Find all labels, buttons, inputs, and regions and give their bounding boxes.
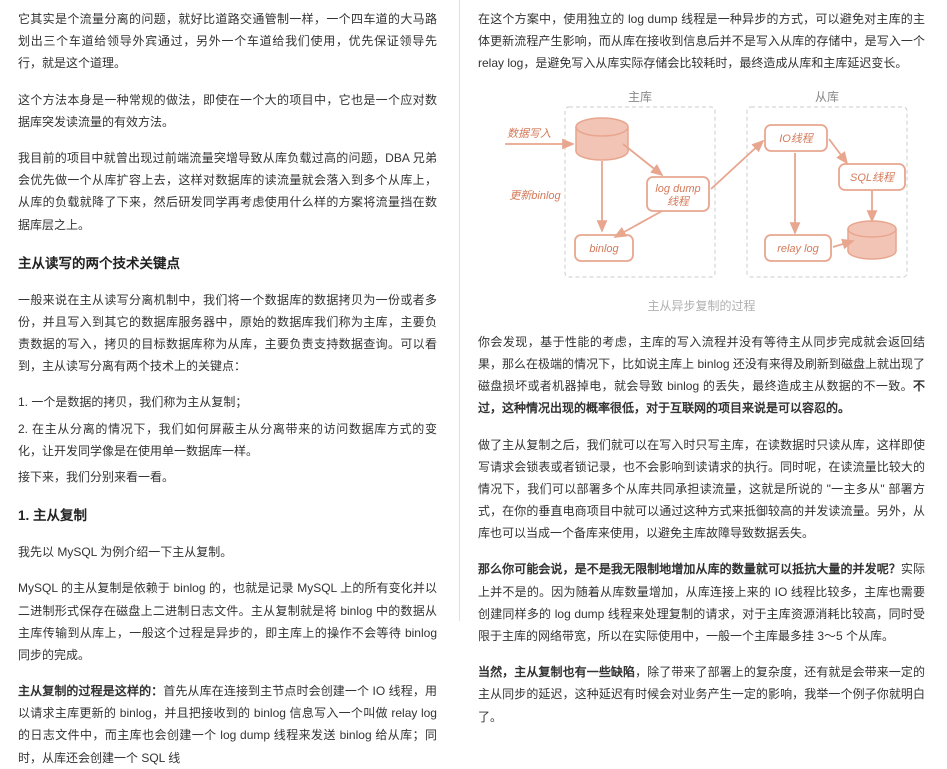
svg-text:从库: 从库 (814, 89, 838, 104)
paragraph: 这个方法本身是一种常规的做法，即使在一个大的项目中，它也是一个应对数据库突发读流… (18, 89, 437, 133)
svg-text:数据写入: 数据写入 (507, 127, 551, 140)
svg-text:relay log: relay log (777, 243, 819, 255)
paragraph: 做了主从复制之后，我们就可以在写入时只写主库，在读数据时只读从库，这样即使写请求… (478, 434, 925, 545)
paragraph: 那么你可能会说，是不是我无限制地增加从库的数量就可以抵抗大量的并发呢？实际上并不… (478, 558, 925, 647)
svg-text:SQL线程: SQL线程 (849, 171, 895, 184)
svg-text:线程: 线程 (667, 195, 691, 208)
list-item: 1. 一个是数据的拷贝，我们称为主从复制； (18, 391, 437, 413)
heading-replication: 1. 主从复制 (18, 504, 437, 529)
left-column: 它其实是个流量分离的问题，就好比道路交通管制一样，一个四车道的大马路划出三个车道… (0, 0, 460, 621)
svg-text:更新binlog: 更新binlog (509, 189, 561, 202)
svg-text:IO线程: IO线程 (779, 132, 815, 145)
bold-lead: 当然，主从复制也有一些缺陷 (478, 665, 635, 679)
text: 你会发现，基于性能的考虑，主库的写入流程并没有等待主从同步完成就会返回结果，那么… (478, 335, 925, 393)
paragraph: 它其实是个流量分离的问题，就好比道路交通管制一样，一个四车道的大马路划出三个车道… (18, 8, 437, 75)
paragraph: 接下来，我们分别来看一看。 (18, 466, 437, 488)
svg-text:binlog: binlog (589, 243, 619, 255)
paragraph: 主从复制的过程是这样的：首先从库在连接到主节点时会创建一个 IO 线程，用以请求… (18, 680, 437, 769)
bold-lead: 那么你可能会说，是不是我无限制地增加从库的数量就可以抵抗大量的并发呢？ (478, 562, 901, 576)
right-column: 在这个方案中，使用独立的 log dump 线程是一种异步的方式，可以避免对主库… (460, 0, 947, 621)
diagram-caption: 主从异步复制的过程 (478, 295, 925, 317)
svg-text:log dump: log dump (655, 183, 700, 195)
paragraph: 我目前的项目中就曾出现过前端流量突增导致从库负载过高的问题，DBA 兄弟会优先做… (18, 147, 437, 236)
paragraph: 你会发现，基于性能的考虑，主库的写入流程并没有等待主从同步完成就会返回结果，那么… (478, 331, 925, 420)
paragraph: 当然，主从复制也有一些缺陷，除了带来了部署上的复杂度，还有就是会带来一定的主从同… (478, 661, 925, 728)
replication-diagram: 主库 从库数据写入更新binlog binlog log dump线程 IO线程 rela… (478, 89, 925, 289)
paragraph: MySQL 的主从复制是依赖于 binlog 的，也就是记录 MySQL 上的所… (18, 577, 437, 666)
paragraph: 我先以 MySQL 为例介绍一下主从复制。 (18, 541, 437, 563)
paragraph: 在这个方案中，使用独立的 log dump 线程是一种异步的方式，可以避免对主库… (478, 8, 925, 75)
list-item: 2. 在主从分离的情况下，我们如何屏蔽主从分离带来的访问数据库方式的变化，让开发… (18, 418, 437, 462)
bold-lead: 主从复制的过程是这样的： (18, 684, 163, 698)
svg-text:主库: 主库 (627, 89, 651, 104)
heading-keypoints: 主从读写的两个技术关键点 (18, 252, 437, 277)
paragraph: 一般来说在主从读写分离机制中，我们将一个数据库的数据拷贝为一份或者多份，并且写入… (18, 289, 437, 378)
